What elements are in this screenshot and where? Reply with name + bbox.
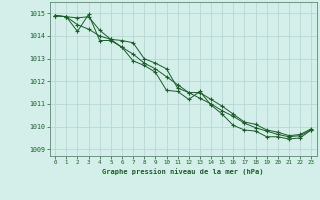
X-axis label: Graphe pression niveau de la mer (hPa): Graphe pression niveau de la mer (hPa): [102, 168, 264, 175]
